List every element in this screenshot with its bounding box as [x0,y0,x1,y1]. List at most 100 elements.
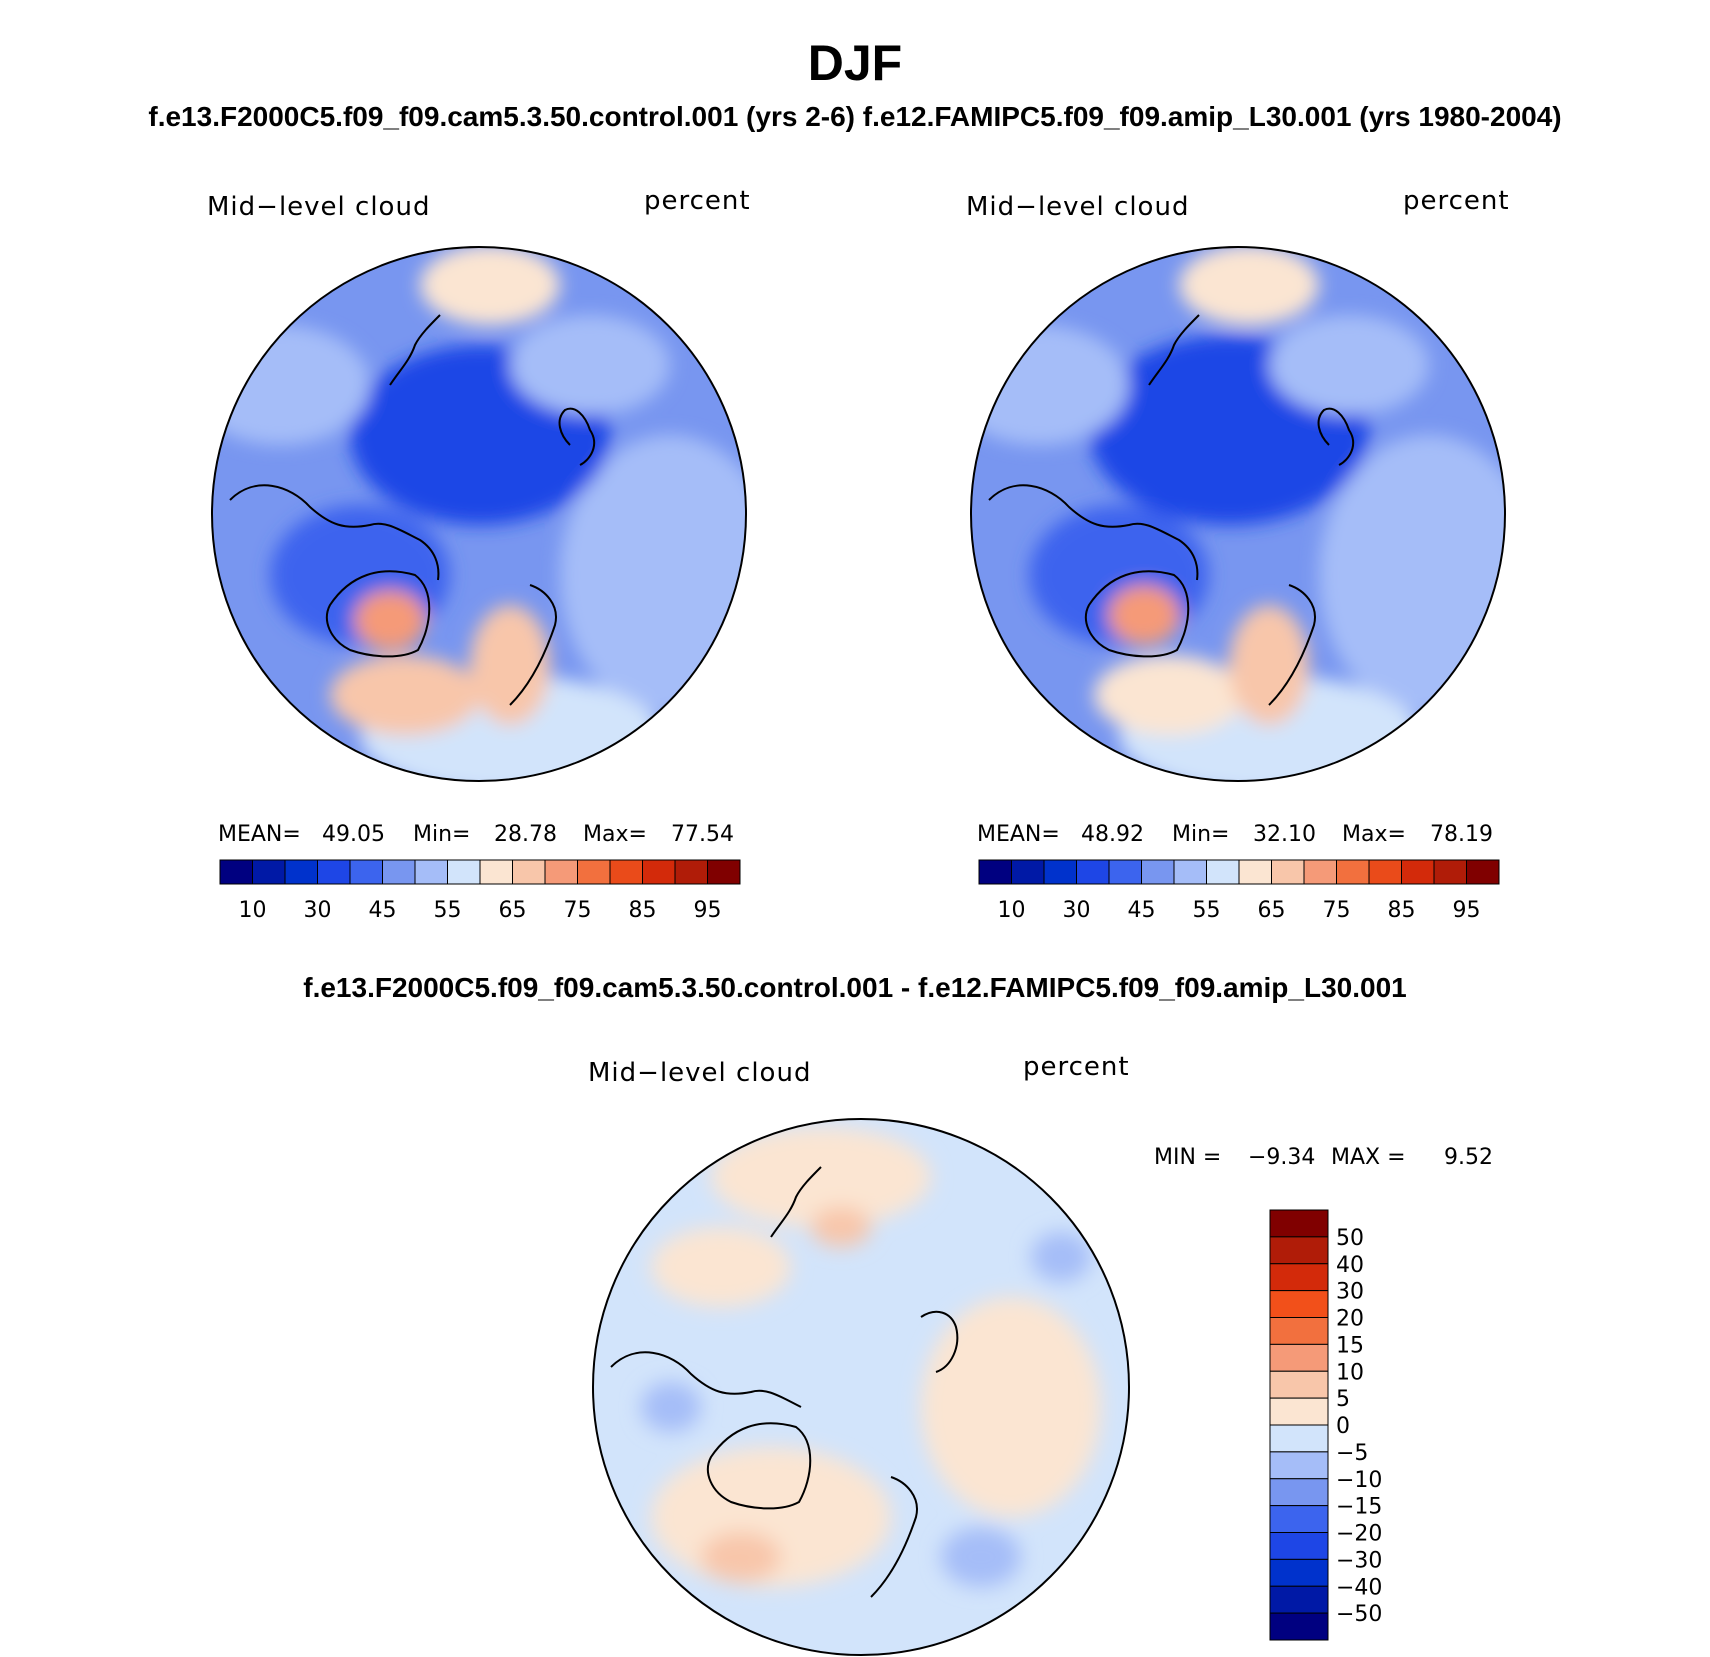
panel1-colorbar-tick-label: 55 [434,898,462,921]
panel2-colorbar-tick-label: 45 [1128,898,1156,921]
panel1-colorbar-box [609,859,643,885]
panel2-field-africa [1179,247,1319,325]
panel1-colorbar-box [317,859,351,885]
diff-field-positive [701,1532,781,1582]
panel1-canada-coast [229,484,440,581]
diff-colorbar-box [1269,1451,1329,1480]
diff-colorbar-box [1269,1612,1329,1641]
diff-colorbar-box [1269,1209,1329,1238]
panel2-field-scandinavia [1229,605,1309,725]
panel1-colorbar: 10 30 45 55 65 75 85 95 [219,859,741,921]
diff-greenland-coast [706,1422,812,1510]
panel1-colorbar-box [707,859,741,885]
diff-field-positive2 [811,1207,871,1247]
diff-colorbar-box [1269,1424,1329,1453]
diff-colorbar-box [1269,1532,1329,1560]
panel1-colorbar-box [219,859,253,885]
panel1-units-label: percent [644,186,751,216]
diff-colorbar-tick-label: 5 [1336,1387,1350,1412]
diff-colorbar-tick-label: 20 [1336,1307,1364,1332]
panel1-colorbar-box [577,859,611,885]
diff-alaska-coast [770,1166,822,1238]
panel2-colorbar-tick-label: 65 [1258,898,1286,921]
diff-colorbar-tick-label: 10 [1336,1360,1364,1385]
panel1-map-border [211,246,747,782]
panel2-colorbar-tick-label: 10 [998,898,1026,921]
panel1-colorbar-tick-label: 85 [629,898,657,921]
panel1-colorbar-box [284,859,318,885]
panel2-colorbar-box [1108,859,1142,885]
panel1-mean-label: MEAN= [218,822,301,847]
panel2-colorbar-box [1466,859,1500,885]
diff-colorbar-tick-label: 0 [1336,1414,1350,1439]
diff-colorbar-tick-label: −40 [1336,1575,1382,1600]
panel2-alaska-coast [1148,314,1200,386]
diff-siberia-coast [920,1310,959,1373]
panel1-max-value: 77.54 [671,822,734,847]
panel1-field-siberia [510,315,670,415]
panel1-scandinavia-coast [509,584,557,706]
diff-field-west [651,1227,791,1307]
diff-colorbar-box [1269,1317,1329,1345]
diff-colorbar-box [1269,1343,1329,1372]
panel2-colorbar-box [1141,859,1175,885]
diff-field-negative3 [941,1527,1021,1587]
diff-colorbar-box [1269,1585,1329,1614]
diff-colorbar-tick-label: −20 [1336,1522,1382,1547]
panel2-scandinavia-coast [1268,584,1316,706]
panel1-colorbar-box [674,859,708,885]
panel2-colorbar-box [1011,859,1045,885]
diff-field-negative2 [641,1382,701,1432]
panel2-colorbar-box [1401,859,1435,885]
panel2-colorbar-box [978,859,1012,885]
diff-field-negative [1031,1232,1091,1282]
panel2-colorbar-tick-label: 55 [1193,898,1221,921]
panel2-field-atlantic [1094,655,1244,735]
panel2-canada-coast [988,484,1199,581]
diff-colorbar-tick-label: −15 [1336,1495,1382,1520]
panel2-colorbar-tick-label: 95 [1453,898,1481,921]
panel1-siberia-coast [558,407,596,466]
panel2-colorbar-box [1043,859,1077,885]
panel2-colorbar-box [1206,859,1240,885]
panel2-min-value: 32.10 [1253,822,1316,847]
diff-colorbar-box [1269,1236,1329,1265]
panel1-variable-label: Mid−level cloud [207,192,431,222]
diff-variable-label: Mid−level cloud [588,1058,812,1088]
panel2-mean-label: MEAN= [977,822,1060,847]
panel1-colorbar-box [349,859,383,885]
panel1-min-label: Min= [413,822,471,847]
diff-units-label: percent [1023,1052,1130,1082]
diff-colorbar-tick-label: 30 [1336,1280,1364,1305]
panel1-field-scandinavia [470,605,550,725]
diff-min-label: MIN = [1154,1145,1222,1170]
panel1-colorbar-box [382,859,416,885]
diff-colorbar-tick-label: 40 [1336,1253,1364,1278]
panel2-siberia-coast [1317,407,1355,466]
panel1-alaska-coast [389,314,441,386]
diff-scandinavia-coast [870,1476,918,1598]
diff-field-east [921,1297,1101,1517]
panel1-colorbar-tick-label: 30 [304,898,332,921]
diff-colorbar-tick-label: 15 [1336,1333,1364,1358]
panel1-colorbar-box [252,859,286,885]
panel1-mean-value: 49.05 [322,822,385,847]
panel2-colorbar-tick-label: 30 [1063,898,1091,921]
panel1-colorbar-tick-label: 65 [499,898,527,921]
diff-colorbar-box [1269,1478,1329,1507]
diff-colorbar-tick-label: −5 [1336,1441,1368,1466]
diff-colorbar-box [1269,1370,1329,1399]
panel2-colorbar-box [1368,859,1402,885]
panel2-field-siberia [1269,315,1429,415]
panel2-max-value: 78.19 [1430,822,1493,847]
diff-colorbar-box [1269,1263,1329,1292]
panel2-mean-value: 48.92 [1081,822,1144,847]
panel1-colorbar-tick-label: 75 [564,898,592,921]
diff-max-label: MAX = [1331,1145,1406,1170]
panel1-field-africa [420,247,560,325]
diff-colorbar-box [1269,1397,1329,1426]
panel1-field-atlantic [330,655,480,735]
diff-max-value: 9.52 [1444,1145,1493,1170]
panel2-colorbar-tick-label: 85 [1388,898,1416,921]
panel2-min-label: Min= [1172,822,1230,847]
